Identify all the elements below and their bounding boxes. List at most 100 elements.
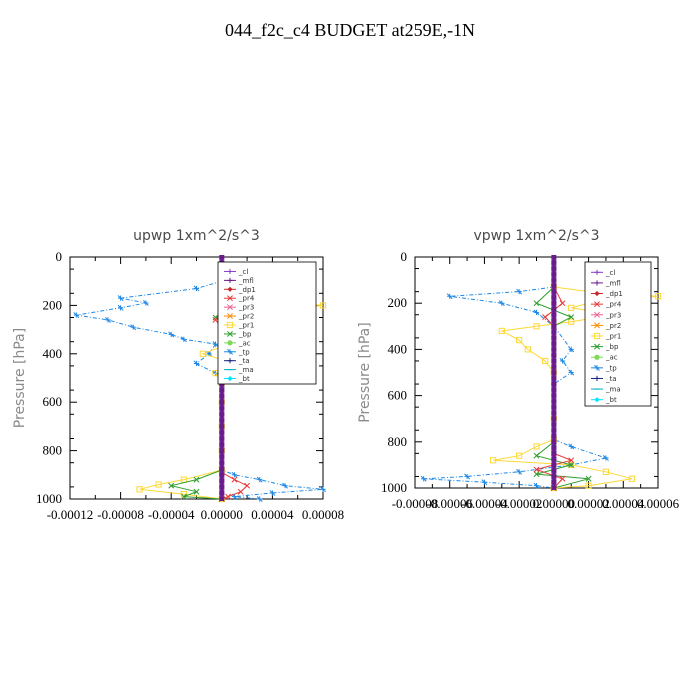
series-point-tp	[498, 300, 505, 307]
core-marker	[551, 330, 557, 335]
x-tick-label: 0.00002	[567, 496, 609, 511]
series-point-bp	[193, 476, 200, 483]
core-marker	[551, 387, 557, 392]
core-marker	[551, 376, 557, 381]
legend-label: _ac	[605, 354, 618, 362]
legend-marker	[227, 286, 233, 292]
core-marker	[551, 289, 557, 294]
legend-label: _pr2	[238, 313, 254, 321]
x-tick-label: -0.00004	[148, 507, 195, 522]
legend-label: _ac	[238, 339, 251, 347]
series-point-pr1	[568, 318, 575, 325]
panel-title: upwp 1xm^2/s^3	[133, 228, 260, 244]
core-marker	[219, 497, 225, 501]
core-marker	[551, 416, 557, 421]
legend-box	[217, 261, 317, 385]
core-marker	[551, 272, 557, 277]
series-line-tp	[76, 280, 324, 500]
series-point-bp	[585, 475, 592, 482]
y-tick-label: 0	[401, 249, 408, 264]
series-point-tp	[212, 341, 219, 348]
core-marker	[219, 466, 225, 471]
legend-marker	[227, 304, 233, 311]
page-title: 044_f2c_c4 BUDGET at259E,-1N	[224, 20, 476, 40]
series-point-pr1	[602, 468, 610, 475]
series-point-pr1	[533, 323, 540, 330]
legend-marker	[594, 322, 600, 329]
core-marker	[219, 394, 225, 399]
series-point-tp	[282, 482, 289, 489]
core-marker	[219, 478, 225, 483]
series-point-tp	[231, 471, 238, 478]
series-point-bp	[168, 482, 175, 489]
legend-label: _tp	[605, 364, 617, 372]
series-point-pr4	[568, 457, 575, 464]
series-point-pr1	[516, 452, 523, 459]
series-point-tp	[533, 482, 540, 489]
series-point-pr4	[559, 475, 566, 482]
legend-label: _bp	[238, 330, 252, 338]
core-marker	[551, 451, 557, 456]
series-line-tp	[423, 286, 608, 489]
core-marker	[219, 472, 225, 477]
series-point-tp	[516, 468, 523, 475]
series-point-bp	[568, 314, 575, 321]
core-marker	[551, 318, 557, 323]
y-tick-label: 200	[388, 295, 408, 310]
core-marker	[551, 462, 557, 467]
core-marker	[551, 439, 557, 444]
series-point-pr1	[319, 302, 327, 309]
series-point-bp	[193, 488, 200, 495]
series-point-pr1	[516, 337, 523, 344]
core-marker	[551, 410, 557, 415]
series-point-pr1	[654, 293, 662, 300]
series-point-tp	[559, 357, 566, 364]
series-point-tp	[533, 309, 540, 316]
legend-label: _mfl	[238, 277, 254, 285]
series-point-tp	[256, 496, 263, 502]
y-tick-label: 400	[43, 346, 63, 361]
x-tick-label: -0.00012	[47, 507, 94, 522]
core-marker	[551, 434, 557, 439]
legend-marker	[227, 340, 233, 346]
core-marker	[551, 353, 557, 358]
y-tick-label: 800	[43, 443, 63, 458]
series-point-bp	[533, 471, 540, 478]
series-point-pr1	[542, 357, 549, 365]
series-point-tp	[117, 295, 124, 302]
core-marker	[219, 406, 225, 411]
series-point-pr4	[244, 482, 251, 489]
legend-label: _ma	[238, 366, 254, 374]
core-marker	[551, 486, 557, 490]
series-point-tp	[73, 312, 80, 319]
core-marker	[219, 388, 225, 393]
legend-marker	[594, 397, 600, 403]
series-point-pr1	[628, 475, 636, 482]
series-point-tp	[180, 336, 187, 343]
legend-marker	[226, 321, 234, 329]
core-marker	[551, 457, 557, 462]
y-tick-label: 0	[56, 249, 63, 264]
core-marker	[551, 347, 557, 352]
series-point-bp	[533, 452, 540, 459]
core-marker	[219, 460, 225, 465]
series-point-bp	[212, 314, 219, 321]
core-marker	[219, 490, 225, 495]
legend-label: _bp	[605, 343, 619, 351]
series-point-pr4	[559, 300, 566, 307]
core-marker	[551, 335, 557, 340]
legend-marker	[227, 348, 233, 355]
legend-marker	[227, 375, 233, 382]
core-marker	[551, 358, 557, 363]
legend-label: _dp1	[238, 286, 256, 294]
x-tick-label: -0.00002	[496, 496, 543, 511]
series-point-pr4	[212, 316, 219, 323]
y-tick-label: 800	[388, 434, 408, 449]
legend-marker	[594, 311, 600, 318]
series-point-bp	[180, 493, 187, 500]
core-marker	[551, 278, 557, 283]
series-point-tp	[568, 369, 575, 376]
x-tick-label: 0.00006	[637, 496, 680, 511]
series-point-tp	[568, 346, 575, 353]
